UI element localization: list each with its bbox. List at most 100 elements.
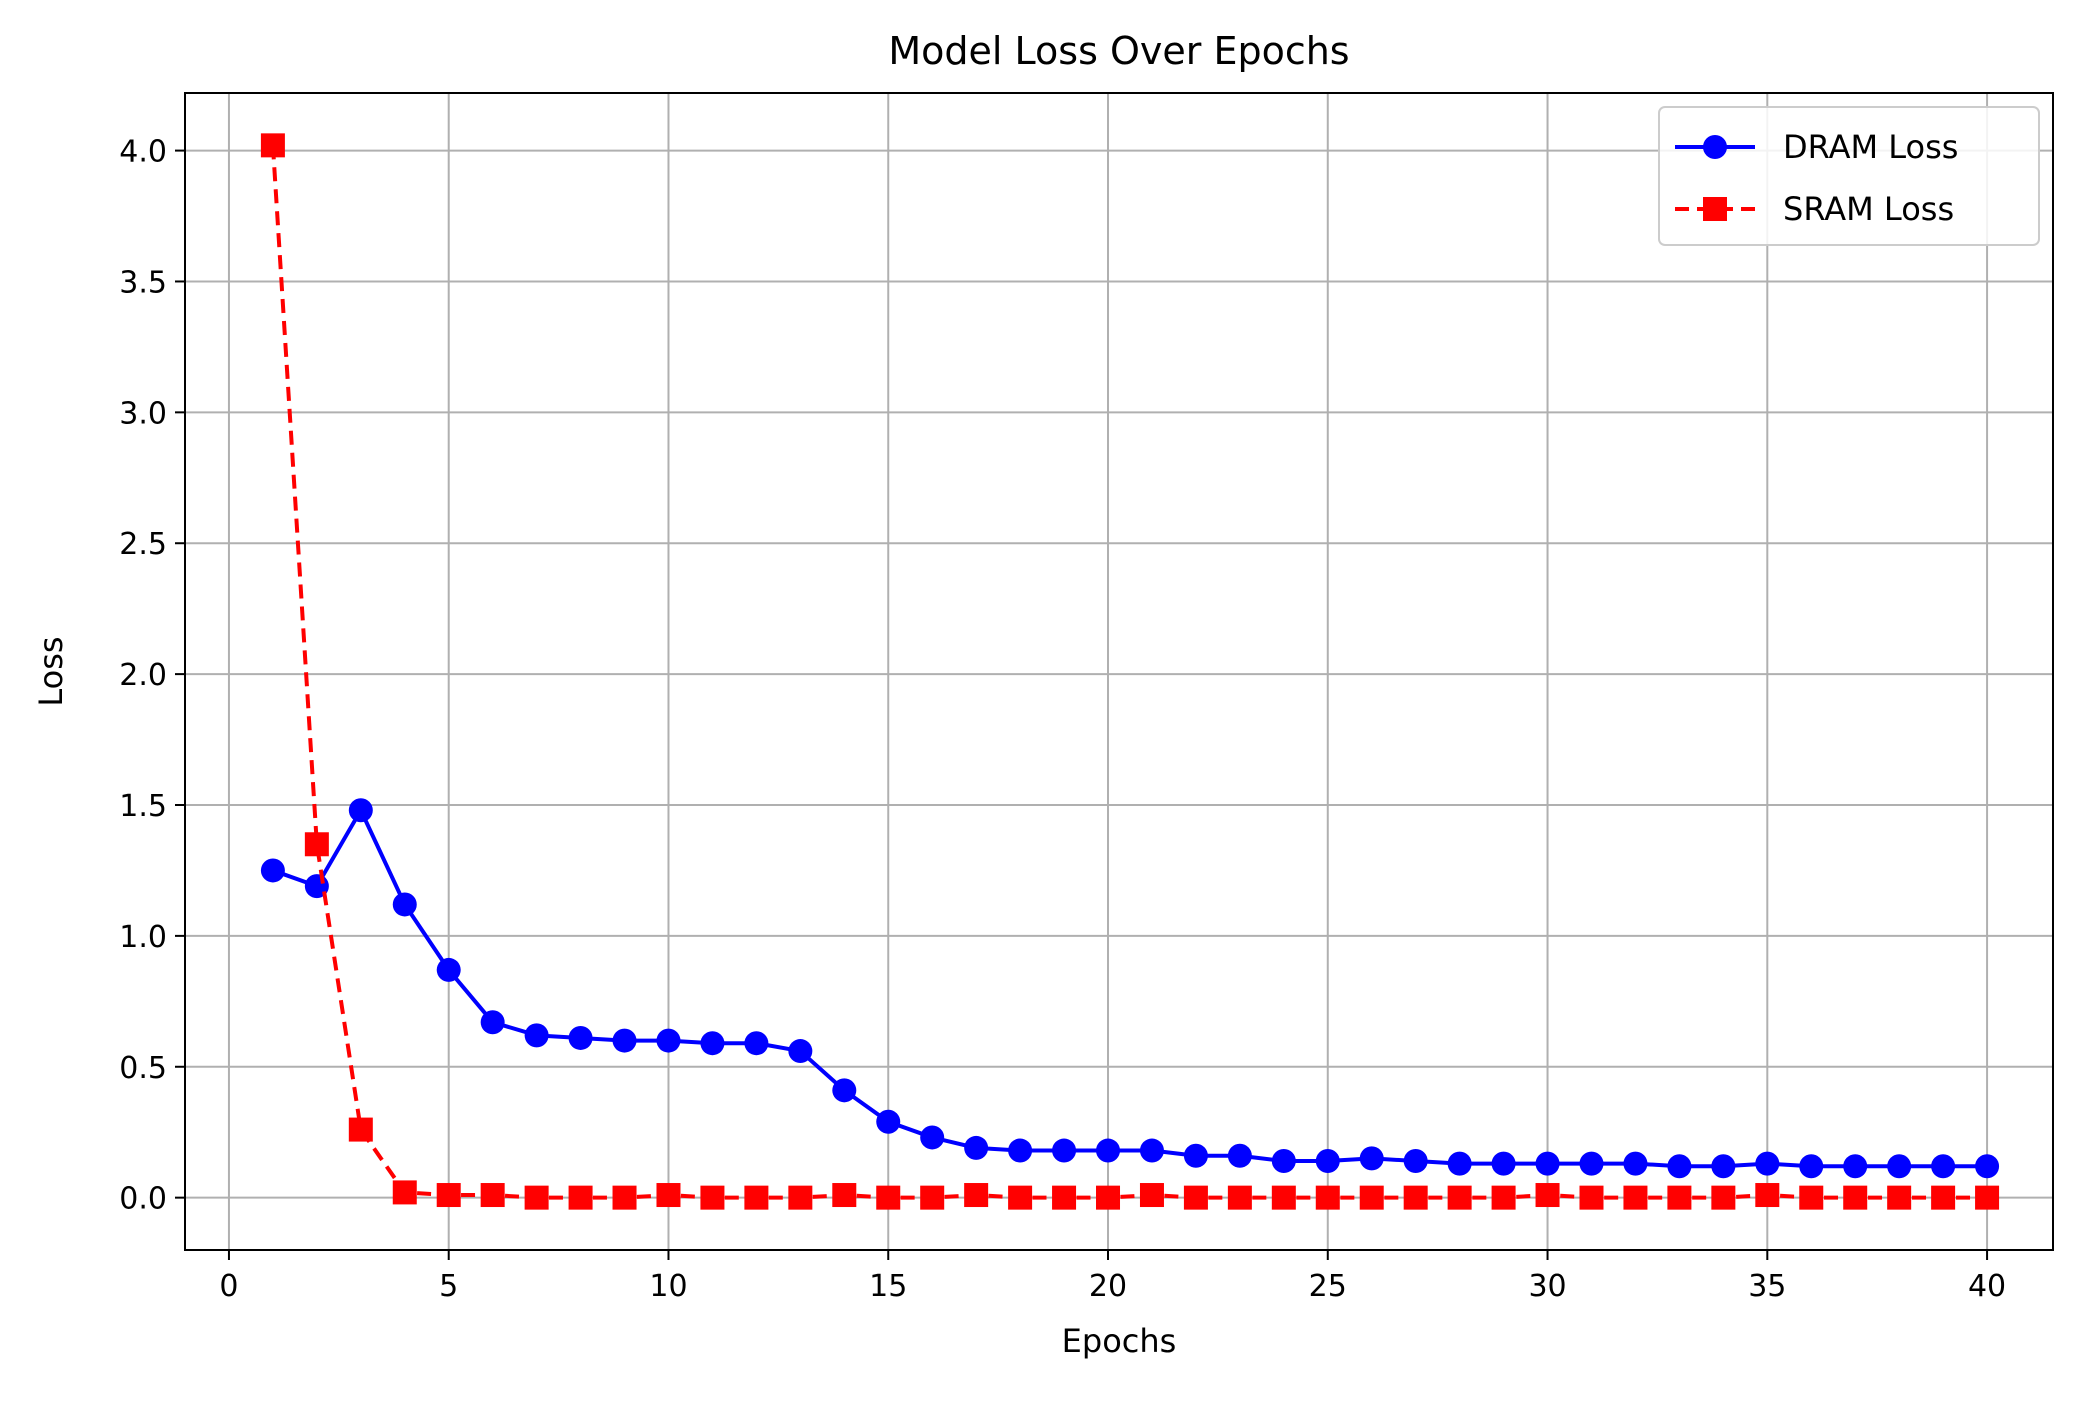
data-point	[744, 1031, 769, 1056]
x-tick-label: 15	[869, 1269, 907, 1304]
data-point	[1008, 1185, 1033, 1210]
data-point	[1975, 1185, 2000, 1210]
data-point	[260, 133, 285, 158]
y-tick-label: 3.0	[119, 396, 167, 431]
series-dram-loss	[260, 798, 2000, 1179]
legend-label: DRAM Loss	[1783, 128, 1958, 166]
data-point	[260, 858, 285, 883]
data-point	[1931, 1154, 1956, 1179]
legend-label: SRAM Loss	[1783, 190, 1954, 228]
y-tick-label: 1.0	[119, 920, 167, 955]
data-point	[1711, 1185, 1736, 1210]
data-point	[392, 1180, 417, 1205]
data-point	[964, 1183, 989, 1208]
data-point	[524, 1185, 549, 1210]
x-tick-label: 5	[439, 1269, 458, 1304]
data-point	[1183, 1143, 1208, 1168]
data-point	[1579, 1151, 1604, 1176]
data-point	[480, 1183, 505, 1208]
chart-title: Model Loss Over Epochs	[888, 29, 1349, 73]
data-point	[480, 1010, 505, 1035]
data-point	[1623, 1151, 1648, 1176]
data-point	[1535, 1151, 1560, 1176]
plot-frame	[184, 92, 2054, 1251]
data-point	[1931, 1185, 1956, 1210]
data-point	[700, 1185, 725, 1210]
data-point	[1139, 1138, 1164, 1163]
data-point	[436, 1183, 461, 1208]
data-point	[1975, 1154, 2000, 1179]
data-point	[1183, 1185, 1208, 1210]
y-tick-label: 3.5	[119, 265, 167, 300]
series-sram-loss	[260, 133, 2000, 1210]
data-point	[1491, 1151, 1516, 1176]
data-point	[1008, 1138, 1033, 1163]
data-point	[1843, 1154, 1868, 1179]
x-axis-label: Epochs	[1062, 1322, 1177, 1360]
y-tick-label: 2.5	[119, 527, 167, 562]
legend: DRAM Loss SRAM Loss	[1658, 106, 2040, 246]
data-point	[788, 1185, 813, 1210]
data-point	[920, 1185, 945, 1210]
y-tick-label: 1.5	[119, 789, 167, 824]
data-point	[304, 832, 329, 857]
data-point	[1755, 1151, 1780, 1176]
series-line	[272, 808, 1988, 1169]
x-tick-label: 10	[649, 1269, 687, 1304]
data-point	[1711, 1154, 1736, 1179]
data-point	[1667, 1185, 1692, 1210]
data-point	[568, 1185, 593, 1210]
data-point	[1887, 1154, 1912, 1179]
data-point	[612, 1185, 637, 1210]
y-tick-label: 2.0	[119, 658, 167, 693]
data-point	[1271, 1149, 1296, 1173]
data-point	[832, 1183, 857, 1208]
data-point	[1052, 1185, 1077, 1210]
data-point	[964, 1135, 989, 1160]
data-point	[1579, 1185, 1604, 1210]
data-point	[1315, 1185, 1340, 1210]
data-point	[876, 1185, 901, 1210]
x-tick-label: 20	[1089, 1269, 1127, 1304]
data-point	[1447, 1151, 1472, 1176]
x-tick-label: 25	[1309, 1269, 1347, 1304]
data-point	[656, 1183, 681, 1208]
legend-item: SRAM Loss	[1675, 190, 1954, 228]
data-point	[1139, 1183, 1164, 1208]
series-layer	[260, 133, 2000, 1210]
data-point	[876, 1109, 901, 1134]
data-point	[1227, 1143, 1252, 1168]
x-tick-label: 30	[1528, 1269, 1566, 1304]
data-point	[1755, 1183, 1780, 1208]
x-tick-label: 40	[1968, 1269, 2006, 1304]
data-point	[920, 1125, 945, 1150]
data-point	[1667, 1154, 1692, 1179]
data-point	[1315, 1149, 1340, 1173]
data-point	[1447, 1185, 1472, 1210]
data-point	[348, 798, 373, 823]
data-point	[700, 1031, 725, 1056]
data-point	[392, 892, 417, 917]
data-point	[1491, 1185, 1516, 1210]
data-point	[1359, 1146, 1384, 1171]
data-point	[656, 1028, 681, 1053]
data-point	[612, 1028, 637, 1053]
data-point	[1843, 1185, 1868, 1210]
y-axis-label: Loss	[32, 636, 70, 706]
data-point	[1403, 1149, 1428, 1173]
data-point	[1799, 1154, 1824, 1179]
data-point	[524, 1023, 549, 1048]
data-point	[1271, 1185, 1296, 1210]
data-point	[436, 957, 461, 982]
data-point	[1359, 1185, 1384, 1210]
data-point	[1227, 1185, 1252, 1210]
x-tick-label: 35	[1748, 1269, 1786, 1304]
data-point	[1799, 1185, 1824, 1210]
data-point	[1535, 1183, 1560, 1208]
data-point	[1052, 1138, 1077, 1163]
x-tick-label: 0	[219, 1269, 238, 1304]
data-point	[348, 1117, 373, 1142]
y-tick-label: 0.5	[119, 1051, 167, 1086]
data-point	[1623, 1185, 1648, 1210]
